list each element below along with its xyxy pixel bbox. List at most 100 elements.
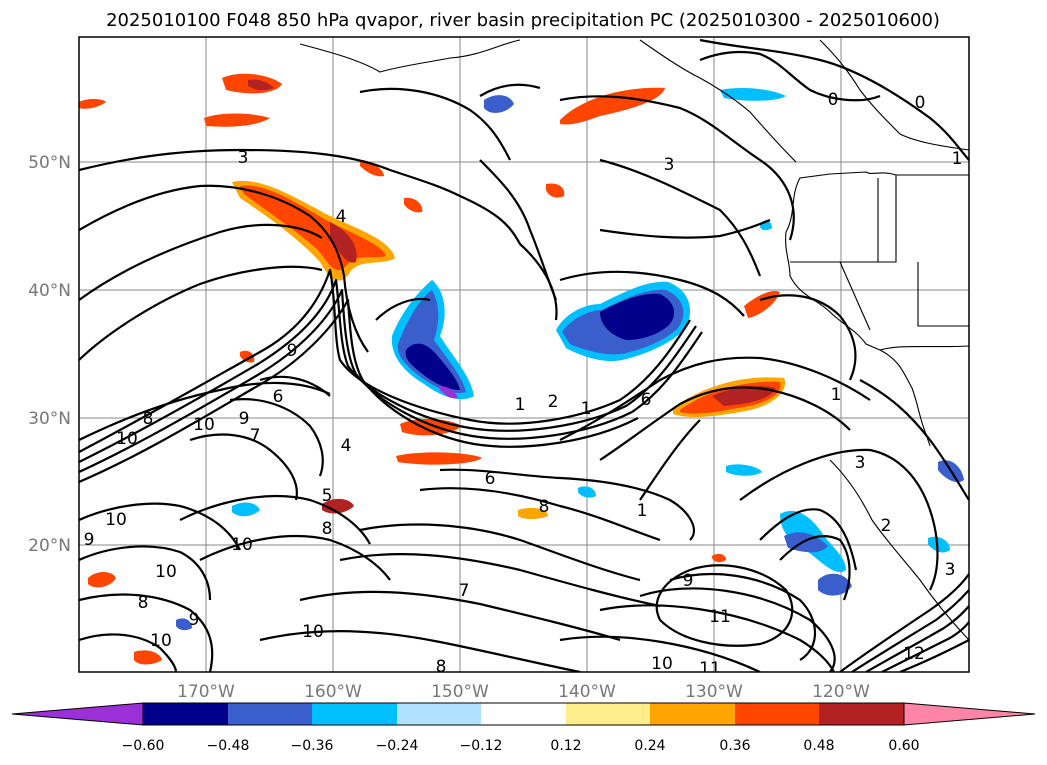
contour-line [779, 535, 851, 601]
contour-line [599, 386, 851, 461]
contour-line [79, 593, 214, 672]
contour-line [79, 633, 178, 672]
colorbar-tick: 0.24 [634, 738, 665, 754]
contour-line [79, 278, 697, 463]
contour-label: 10 [116, 429, 138, 449]
contour-label: 4 [336, 207, 347, 227]
colorbar-swatch [228, 703, 312, 725]
contour-label: 5 [322, 486, 333, 506]
precip-positive-blob [712, 386, 776, 406]
contour-line [79, 381, 331, 441]
longitude-labels: 170°W 160°W 150°W 140°W 130°W 120°W [177, 682, 870, 702]
contour-line [881, 621, 969, 672]
contour-line [79, 148, 558, 321]
contour-line [899, 639, 969, 672]
contour-line [179, 494, 371, 545]
lon-label-150w: 150°W [431, 682, 489, 702]
precip-positive-blob [546, 183, 565, 198]
colorbar-swatch [735, 703, 819, 725]
contour-line [851, 589, 969, 672]
contour-label: 8 [322, 519, 333, 539]
colorbar-swatch [481, 703, 566, 725]
contour-line [259, 375, 331, 397]
colorbar-swatch [397, 703, 481, 725]
contour-line [79, 502, 241, 551]
contour-label: 8 [138, 593, 149, 613]
contour-line [739, 448, 939, 591]
precip-negative-blob [600, 293, 675, 340]
colorbar-tick: −0.48 [207, 738, 250, 754]
contour-label: 6 [273, 387, 284, 407]
contour-line [359, 87, 511, 161]
contour-line [79, 223, 323, 301]
contour-label: 3 [238, 148, 249, 168]
contour-label: 9 [287, 341, 298, 361]
contour-label: 8 [539, 497, 550, 517]
precip-positive-blob [204, 113, 270, 127]
contour-line [359, 523, 641, 582]
contour-label: 3 [855, 453, 866, 473]
contour-line [669, 572, 816, 661]
precip-negative-blob [405, 343, 460, 390]
lat-label-30n: 30°N [28, 409, 71, 429]
contour-label: 6 [485, 469, 496, 489]
contour-label: 10 [231, 535, 253, 555]
contour-label: 1 [952, 149, 963, 169]
contour-line [79, 288, 703, 473]
contour-line [559, 95, 795, 241]
contour-label: 1 [515, 395, 526, 415]
lat-label-50n: 50°N [28, 153, 71, 173]
precip-negative-blob [578, 486, 596, 498]
precip-positive-blob [88, 572, 116, 588]
contour-line [859, 379, 969, 501]
precip-negative-blob [928, 536, 950, 553]
contour-line [299, 590, 621, 642]
precip-negative-blob [484, 95, 514, 113]
colorbar-swatch [650, 703, 735, 725]
precip-positive-blob [560, 87, 665, 125]
colorbar-tick: 0.36 [719, 738, 750, 754]
contour-labels: 3 4 0 1 3 0 1 9 9 6 8 10 10 7 4 1 2 6 1 … [84, 90, 963, 679]
coastline-canada [819, 39, 969, 151]
contour-label: 3 [945, 560, 956, 580]
contour-label: 11 [709, 607, 731, 627]
border-mexico [879, 345, 969, 351]
precip-positive-blob [134, 650, 162, 665]
contour-line [839, 573, 969, 672]
lon-label-170w: 170°W [177, 682, 235, 702]
contour-line [759, 508, 858, 571]
map-area: 3 4 0 1 3 0 1 9 9 6 8 10 10 7 4 1 2 6 1 … [79, 37, 969, 679]
contour-label: 11 [699, 659, 721, 679]
lon-label-130w: 130°W [685, 682, 743, 702]
precip-negative-blob [818, 573, 852, 596]
contour-line [339, 553, 661, 608]
lat-label-20n: 20°N [28, 536, 71, 556]
contour-line [759, 294, 857, 381]
contour-label: 2 [881, 516, 892, 536]
colorbar-tick: 0.60 [888, 738, 919, 754]
contour-label: 7 [250, 426, 261, 446]
precip-positive-blob [712, 553, 726, 563]
precip-positive-blob [360, 160, 384, 177]
contour-line [79, 545, 212, 601]
contour-label: 12 [903, 644, 925, 664]
contour-line [599, 158, 762, 277]
precip-positive-blob [404, 197, 423, 213]
contour-line [79, 184, 369, 353]
contour-label: 1 [831, 385, 842, 405]
precip-positive-blob [518, 508, 548, 519]
contour-line [79, 265, 323, 361]
contour-line [479, 159, 558, 301]
precip-positive-blob [322, 498, 354, 514]
contour-line [699, 50, 881, 102]
contour-line [79, 268, 691, 453]
contour-line [375, 297, 431, 321]
contour-label: 10 [155, 562, 177, 582]
coastline-baja [829, 459, 969, 641]
coastline-alaska [639, 39, 797, 163]
contour-label: 10 [651, 654, 673, 674]
colorbar-outline [142, 702, 905, 726]
contour-label: 10 [193, 415, 215, 435]
contour-label: 2 [548, 392, 559, 412]
